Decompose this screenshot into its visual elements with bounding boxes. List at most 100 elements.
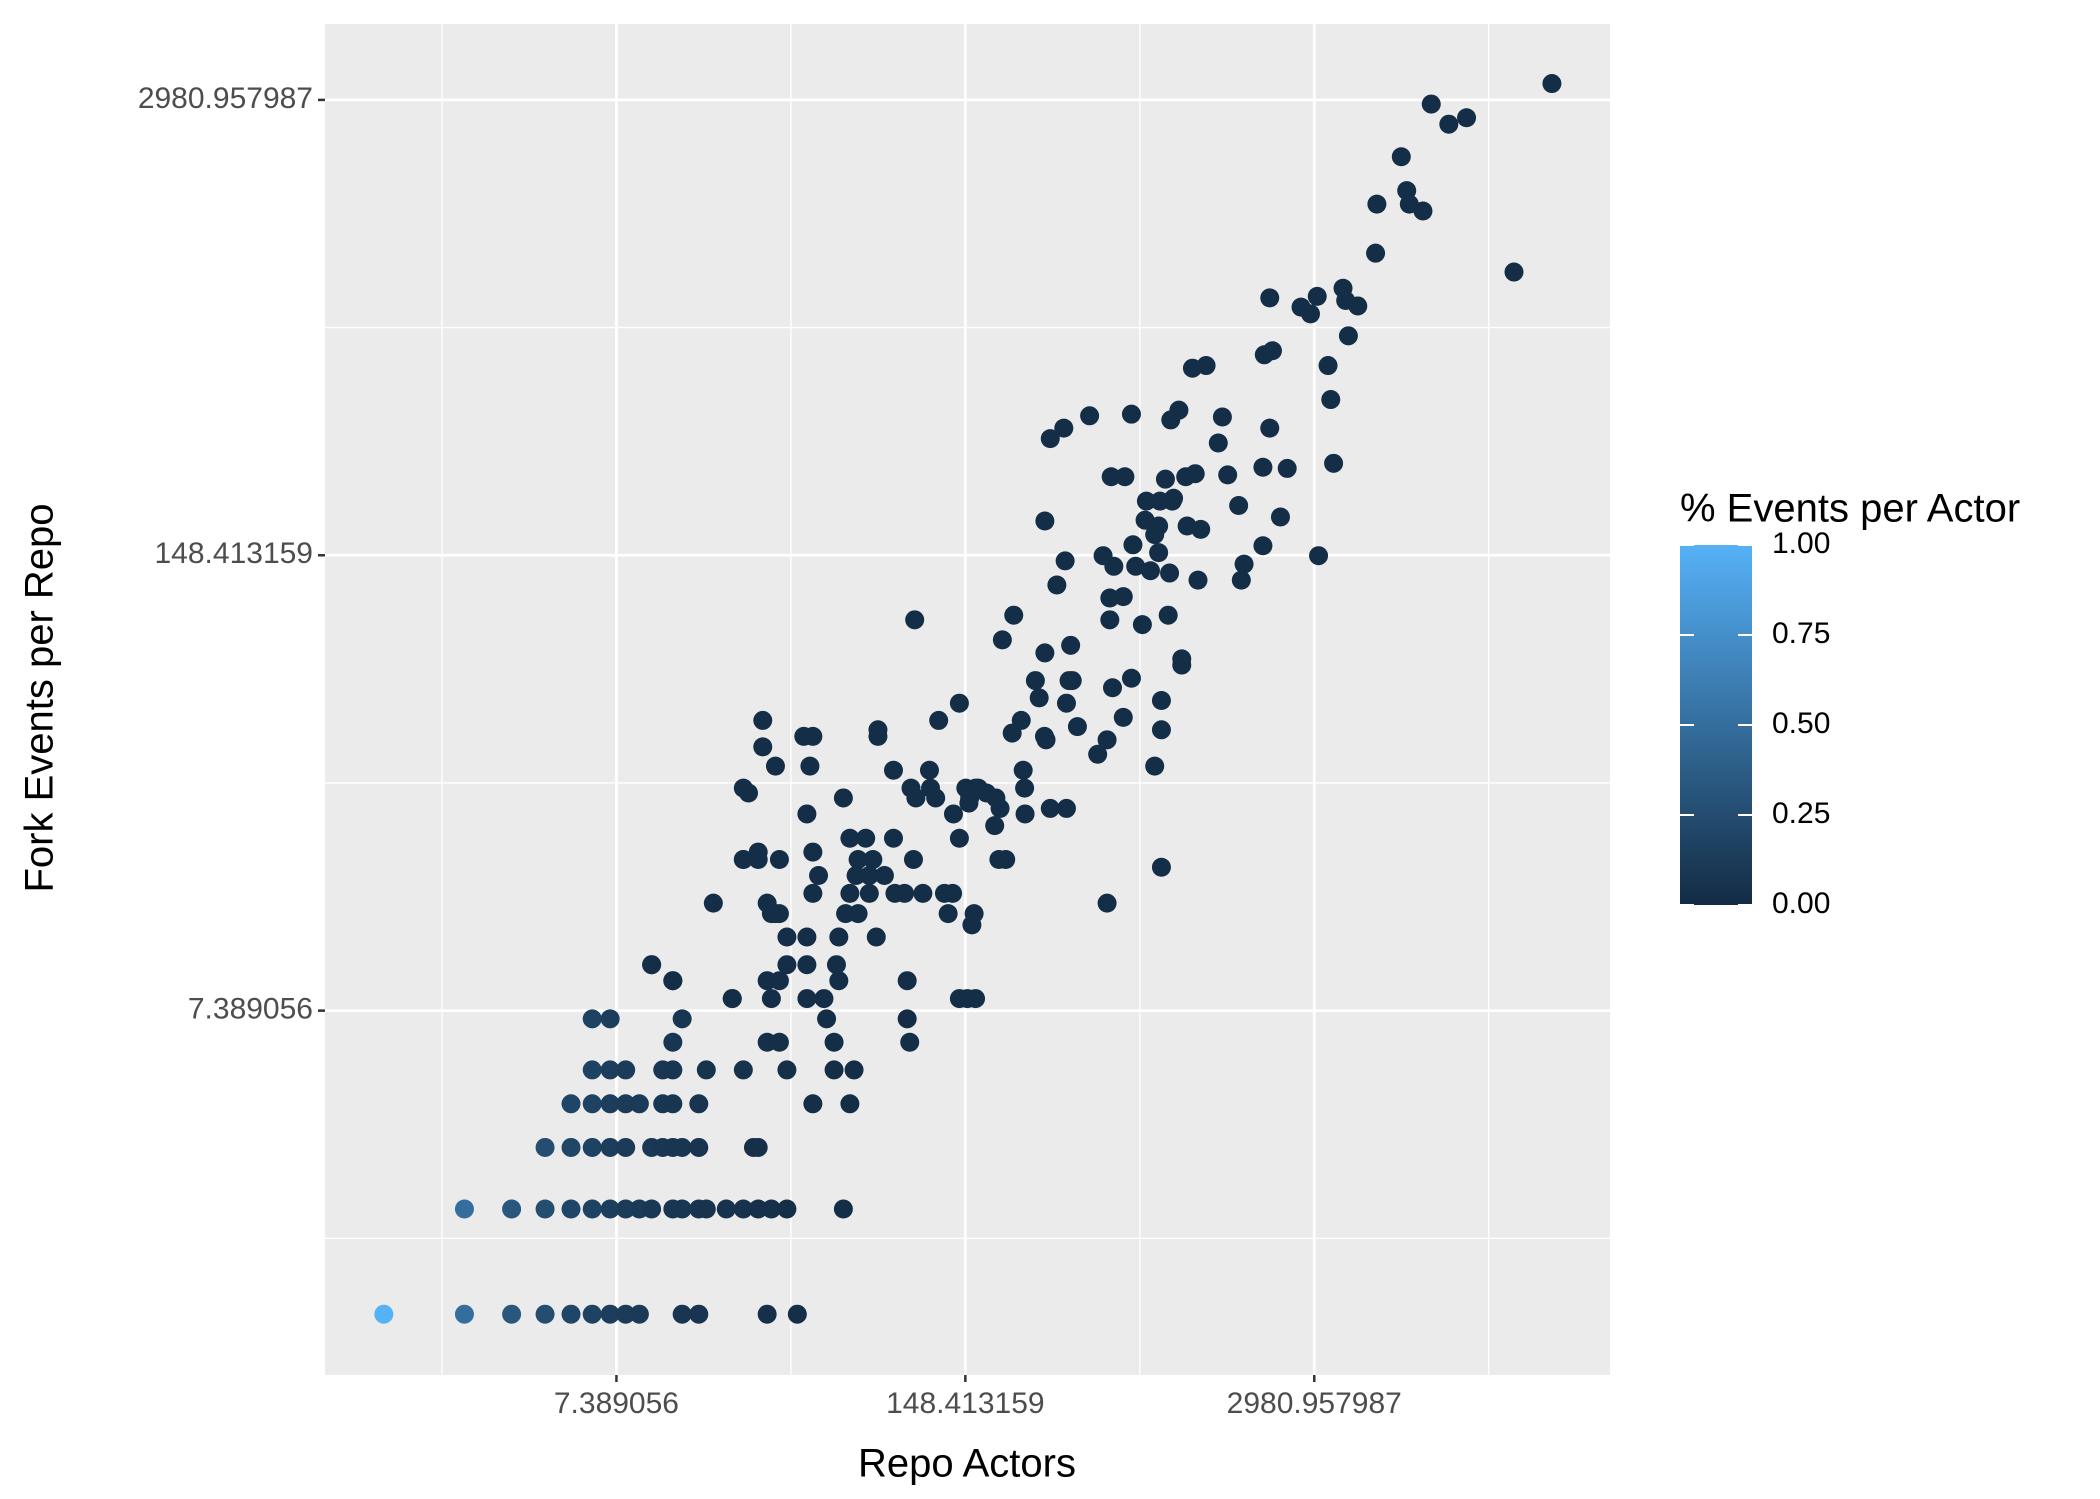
point — [1161, 410, 1181, 430]
point — [600, 1137, 620, 1157]
point — [787, 1304, 807, 1324]
point — [1035, 643, 1055, 663]
colorbar-label: 0.50 — [1772, 707, 1830, 740]
point — [1277, 458, 1297, 478]
point — [797, 955, 817, 975]
point — [1301, 304, 1321, 324]
point — [739, 783, 759, 803]
point — [582, 1009, 602, 1029]
point — [1253, 457, 1273, 477]
point — [938, 904, 958, 924]
point — [1067, 717, 1087, 737]
point — [777, 1060, 797, 1080]
point — [1113, 707, 1133, 727]
point — [1188, 570, 1208, 590]
point — [1413, 201, 1433, 221]
point — [1040, 798, 1060, 818]
point — [616, 1094, 636, 1114]
point — [840, 883, 860, 903]
point — [1004, 605, 1024, 625]
point — [374, 1304, 394, 1324]
point — [689, 1094, 709, 1114]
point — [826, 955, 846, 975]
point — [765, 756, 785, 776]
point — [1149, 543, 1169, 563]
point — [757, 1304, 777, 1324]
point — [1100, 588, 1120, 608]
point — [824, 1060, 844, 1080]
point — [1047, 575, 1067, 595]
point — [900, 1032, 920, 1052]
point — [921, 778, 941, 798]
point — [1015, 778, 1035, 798]
point — [672, 1137, 692, 1157]
point — [949, 693, 969, 713]
point — [535, 1137, 555, 1157]
point — [1218, 465, 1238, 485]
point — [943, 883, 963, 903]
point — [663, 1032, 683, 1052]
point — [824, 1032, 844, 1052]
point — [642, 1199, 662, 1219]
point — [748, 1199, 768, 1219]
point — [1136, 491, 1156, 511]
point — [844, 1060, 864, 1080]
point — [797, 804, 817, 824]
colorbar-label: 0.25 — [1772, 797, 1830, 830]
point — [761, 989, 781, 1009]
colorbar-label: 0.00 — [1772, 887, 1830, 920]
point — [1504, 262, 1524, 282]
point — [1140, 561, 1160, 581]
point — [1013, 760, 1033, 780]
point — [535, 1304, 555, 1324]
x-tick-label: 7.389056 — [554, 1387, 679, 1420]
point — [996, 849, 1016, 869]
point — [829, 971, 849, 991]
point — [748, 1137, 768, 1157]
point — [840, 1094, 860, 1114]
point — [1155, 469, 1175, 489]
point — [992, 630, 1012, 650]
point — [600, 1199, 620, 1219]
point — [1151, 691, 1171, 711]
point — [1035, 511, 1055, 531]
point — [1145, 756, 1165, 776]
point — [895, 883, 915, 903]
y-tick-label: 148.413159 — [155, 537, 314, 570]
point — [1324, 453, 1344, 473]
point — [765, 904, 785, 924]
point — [1103, 678, 1123, 698]
y-tick-label: 7.389056 — [188, 993, 313, 1026]
point — [1366, 243, 1386, 263]
point — [1457, 108, 1477, 128]
point — [1439, 114, 1459, 134]
point — [1097, 893, 1117, 913]
point — [629, 1094, 649, 1114]
point — [753, 710, 773, 730]
point — [1270, 507, 1290, 527]
point — [1229, 496, 1249, 515]
point — [1061, 635, 1081, 655]
point — [848, 904, 868, 924]
point — [502, 1304, 522, 1324]
colorbar-label: 1.00 — [1772, 527, 1830, 560]
point — [582, 1304, 602, 1324]
point — [797, 989, 817, 1009]
point — [1177, 516, 1197, 536]
point — [561, 1304, 581, 1324]
point — [454, 1304, 474, 1324]
point — [777, 927, 797, 947]
point — [616, 1304, 636, 1324]
point — [696, 1060, 716, 1080]
point — [985, 816, 1005, 836]
point — [777, 1199, 797, 1219]
point — [803, 883, 823, 903]
point — [848, 849, 868, 869]
point — [761, 1199, 781, 1219]
colorbar-label: 0.75 — [1772, 617, 1830, 650]
point — [1208, 433, 1228, 453]
point — [856, 828, 876, 848]
point — [616, 1199, 636, 1219]
x-tick-label: 2980.957987 — [1227, 1387, 1402, 1420]
